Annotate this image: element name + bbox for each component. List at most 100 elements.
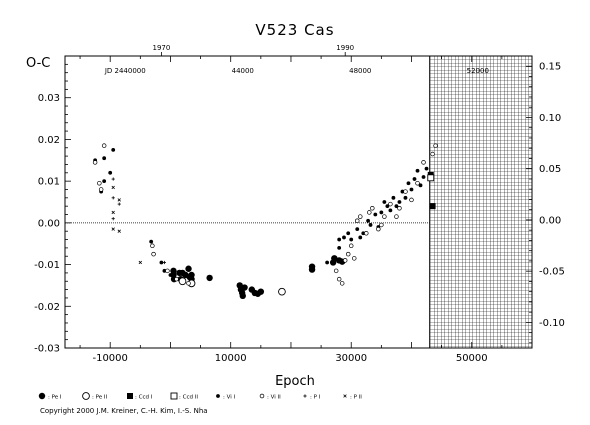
data-point-small-filled-circle bbox=[111, 147, 116, 152]
cross-b bbox=[343, 394, 347, 398]
cross-b bbox=[111, 185, 115, 190]
data-point-small-open-circle bbox=[397, 206, 402, 211]
data-point-small-open-circle bbox=[98, 187, 104, 192]
data-point-small-filled-circle bbox=[424, 166, 429, 171]
data-point-filled-circle bbox=[185, 265, 192, 272]
y-tick-label-left: 0.03 bbox=[38, 93, 60, 104]
data-point-open-circle bbox=[278, 287, 286, 296]
x-tick-label: 50000 bbox=[456, 353, 488, 364]
data-point-small-filled-circle bbox=[361, 231, 366, 236]
legend-symbol-cross bbox=[343, 394, 347, 398]
data-point-small-open-circle bbox=[101, 143, 107, 148]
data-point-small-filled-circle bbox=[394, 204, 399, 209]
x-tick-label: 30000 bbox=[335, 353, 367, 364]
data-point-small-open-circle bbox=[433, 143, 438, 148]
legend-item: : Vi I bbox=[216, 394, 236, 401]
data-point-small-filled-circle bbox=[412, 177, 417, 181]
data-point-small-filled-circle bbox=[373, 212, 378, 217]
data-point-small-filled-circle bbox=[159, 260, 164, 265]
data-point-small-open-circle bbox=[382, 214, 387, 219]
data-point-small-filled-circle bbox=[418, 183, 423, 188]
data-point-small-open-circle bbox=[333, 268, 339, 274]
x-axis-label: Epoch bbox=[275, 374, 315, 389]
data-point-open-square bbox=[427, 174, 435, 182]
data-point-small-open-circle bbox=[415, 180, 420, 186]
legend-item: : Pe II bbox=[82, 392, 107, 401]
data-point-small-open-circle bbox=[339, 281, 345, 286]
jd-label: JD 2440000 bbox=[104, 67, 146, 75]
legend-item: : Ccd II bbox=[170, 392, 198, 401]
cross-b bbox=[117, 229, 121, 233]
legend-item: : Vi II bbox=[259, 393, 281, 401]
data-point-cross bbox=[111, 210, 115, 215]
data-point-filled-square bbox=[429, 203, 436, 210]
year-label: 1990 bbox=[336, 44, 354, 52]
data-point-small-open-circle bbox=[92, 160, 98, 165]
data-point-small-filled-circle bbox=[355, 227, 360, 232]
y-tick-label-right: 0.05 bbox=[539, 164, 561, 175]
legend-label: : Ccd I bbox=[135, 395, 153, 401]
data-point-small-open-circle bbox=[430, 151, 435, 157]
data-point-plus bbox=[111, 177, 115, 181]
data-point-plus bbox=[117, 202, 121, 206]
y-tick-label-right: 0.10 bbox=[539, 113, 561, 124]
data-point-small-open-circle bbox=[165, 268, 170, 274]
data-point-small-filled-circle bbox=[102, 179, 107, 184]
data-point-small-open-circle bbox=[97, 180, 102, 186]
data-point-small-open-circle bbox=[358, 214, 363, 219]
legend-symbol-small-open-circle bbox=[259, 393, 265, 399]
data-point-small-filled-circle bbox=[162, 268, 167, 273]
data-point-plus bbox=[111, 196, 115, 200]
y-tick-label-left: 0.02 bbox=[38, 135, 60, 146]
data-point-small-filled-circle bbox=[358, 235, 363, 240]
data-points bbox=[92, 143, 438, 300]
data-point-small-filled-circle bbox=[346, 231, 351, 236]
legend-symbol-small-filled-circle bbox=[216, 394, 220, 398]
legend-label: : Vi II bbox=[267, 395, 281, 401]
data-point-small-open-circle bbox=[364, 231, 369, 236]
data-point-filled-circle bbox=[206, 274, 213, 282]
data-point-small-filled-circle bbox=[385, 204, 390, 209]
data-point-small-filled-circle bbox=[331, 256, 336, 261]
y-tick-label-right: 0.00 bbox=[539, 215, 561, 226]
data-point-small-open-circle bbox=[370, 206, 375, 211]
legend-symbol-filled-circle bbox=[38, 392, 46, 400]
cross-b bbox=[138, 260, 143, 265]
legend-item: : P I bbox=[303, 394, 321, 401]
data-point-small-filled-circle bbox=[349, 237, 354, 242]
data-point-small-filled-circle bbox=[397, 200, 402, 204]
y-tick-label-right: -0.05 bbox=[539, 267, 565, 278]
data-point-small-filled-circle bbox=[379, 210, 384, 215]
legend-symbol-plus bbox=[303, 394, 307, 398]
tick-labels: -10000 10000 30000 50000 -0.03 -0.02 -0.01 0.00… bbox=[34, 44, 565, 364]
data-point-small-filled-circle bbox=[337, 245, 342, 250]
data-point-filled-circle bbox=[308, 266, 316, 273]
x-tick-label: -10000 bbox=[92, 353, 127, 364]
copyright-text: Copyright 2000 J.M. Kreiner, C.-H. Kim, … bbox=[40, 407, 208, 415]
legend-item: : Ccd I bbox=[127, 393, 153, 401]
y-tick-label-right: -0.10 bbox=[539, 318, 565, 329]
cross-b bbox=[117, 198, 121, 202]
data-point-small-open-circle bbox=[150, 243, 155, 249]
shaded-region bbox=[429, 55, 533, 349]
legend-label: : P I bbox=[310, 395, 321, 401]
data-point-plus bbox=[111, 217, 115, 221]
legend-label: : Pe II bbox=[92, 395, 107, 401]
data-point-small-open-circle bbox=[409, 197, 414, 203]
data-point-filled-circle bbox=[239, 292, 246, 300]
axis-ticks bbox=[65, 52, 533, 349]
cross-b bbox=[111, 227, 115, 231]
chart-title: V523 Cas bbox=[255, 21, 334, 39]
data-point-small-open-circle bbox=[186, 281, 191, 286]
data-point-small-open-circle bbox=[336, 276, 342, 282]
data-point-small-filled-circle bbox=[403, 195, 408, 200]
jd-label: 52000 bbox=[467, 67, 489, 75]
cross-b bbox=[111, 210, 115, 215]
data-point-small-filled-circle bbox=[108, 170, 113, 175]
y-tick-label-left: -0.01 bbox=[34, 260, 60, 271]
data-point-small-filled-circle bbox=[337, 237, 342, 242]
data-point-cross bbox=[117, 229, 121, 233]
data-point-small-open-circle bbox=[367, 210, 372, 215]
legend-item: : Pe I bbox=[38, 392, 62, 401]
